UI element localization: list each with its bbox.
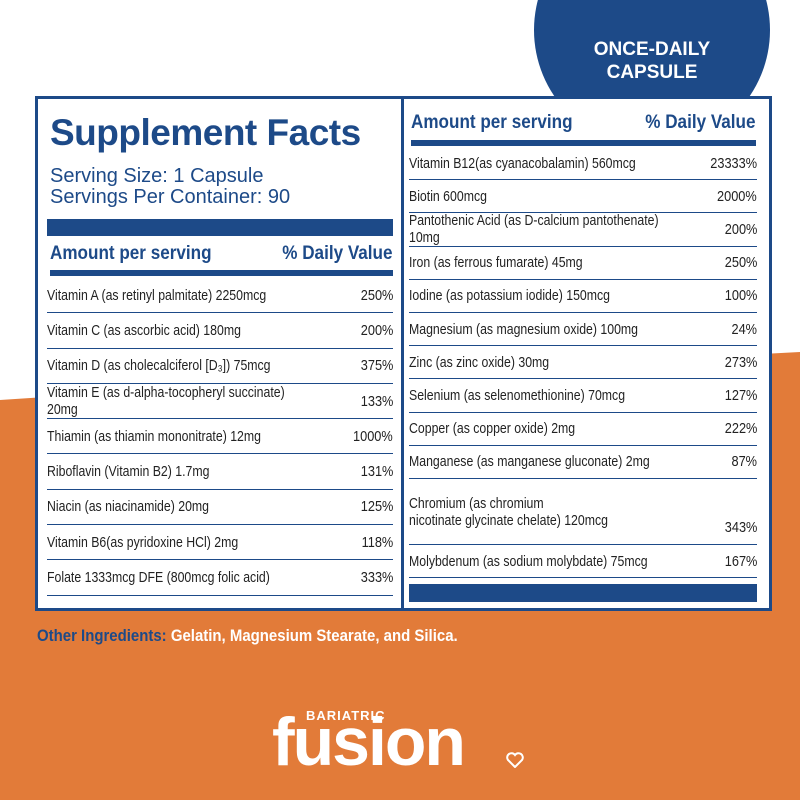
daily-value: 167% (724, 552, 757, 570)
nutrient-name: Biotin 600mcg (409, 187, 487, 205)
daily-value: 343% (724, 519, 757, 537)
nutrient-row: Pantothenic Acid (as D-calcium pantothen… (409, 212, 757, 247)
nutrient-row: Niacin (as niacinamide) 20mg 125% (47, 490, 393, 526)
other-ingredients-text: Gelatin, Magnesium Stearate, and Silica. (170, 626, 458, 645)
badge: ONCE-DAILY CAPSULE (560, 38, 744, 84)
nutrient-row: Riboflavin (Vitamin B2) 1.7mg 131% (47, 454, 393, 490)
nutrient-row: Molybdenum (as sodium molybdate) 75mcg 16… (409, 545, 757, 579)
nutrient-name: Molybdenum (as sodium molybdate) 75mcg (409, 552, 648, 570)
nutrient-row: Vitamin A (as retinyl palmitate) 2250mcg… (47, 278, 393, 314)
nutrient-row: Folate 1333mcg DFE (800mcg folic acid) 33… (47, 560, 393, 596)
daily-value: 222% (724, 420, 757, 438)
daily-value: 24% (731, 320, 757, 338)
daily-value: 23333% (710, 154, 757, 172)
nutrient-table: Vitamin B12(as cyanacobalamin) 560mcg 233… (409, 147, 757, 579)
nutrient-row: Biotin 600mcg 2000% (409, 180, 757, 214)
daily-value: 250% (360, 286, 393, 304)
nutrient-name: Vitamin C (as ascorbic acid) 180mg (47, 321, 241, 339)
nutrient-name: Folate 1333mcg DFE (800mcg folic acid) (47, 569, 270, 587)
header-cell: % Daily Value (645, 112, 756, 133)
serving-size: Serving Size: 1 Capsule (50, 165, 264, 187)
nutrient-name: Niacin (as niacinamide) 20mg (47, 498, 210, 516)
daily-value: 131% (360, 463, 393, 481)
nutrient-row: Manganese (as manganese gluconate) 2mg 87… (409, 446, 757, 479)
daily-value: 2000% (717, 187, 757, 205)
daily-value: 100% (724, 287, 757, 305)
nutrient-name: Selenium (as selenomethionine) 70mcg (409, 386, 626, 404)
daily-value: 273% (724, 353, 757, 371)
servings-per-container: Servings Per Container: 90 (50, 186, 291, 208)
nutrient-row: Vitamin D (as cholecalciferol [D₃]) 75mc… (47, 349, 393, 384)
daily-value: 125% (360, 498, 393, 516)
nutrient-row: Selenium (as selenomethionine) 70mcg 127% (409, 379, 757, 413)
nutrient-name: Thiamin (as thiamin mononitrate) 12mg (47, 427, 261, 445)
bar (409, 584, 757, 602)
daily-value: 118% (361, 533, 393, 551)
nutrient-row: Zinc (as zinc oxide) 30mg 273% (409, 346, 757, 380)
nutrient-name: Vitamin D (as cholecalciferol [D₃]) 75mc… (47, 357, 271, 375)
nutrient-name: Riboflavin (Vitamin B2) 1.7mg (47, 463, 210, 481)
logo-heart (506, 752, 524, 768)
nutrient-row: Vitamin B6(as pyridoxine HCl) 2mg 118% (47, 525, 393, 561)
daily-value: 87% (731, 453, 757, 471)
nutrient-row: Magnesium (as magnesium oxide) 100mg 24% (409, 313, 757, 347)
nutrient-row: Thiamin (as thiamin mononitrate) 12mg 100… (47, 419, 393, 455)
daily-value: 333% (360, 569, 393, 587)
daily-value: 1000% (353, 427, 393, 445)
daily-value: 127% (724, 386, 757, 404)
serving-info: Serving Size: 1 Capsule Servings Per Con… (50, 166, 290, 208)
nutrient-name: Magnesium (as magnesium oxide) 100mg (409, 320, 639, 338)
header-cell: Amount per serving (50, 243, 212, 264)
other-ingredients: Other Ingredients: Gelatin, Magnesium St… (37, 626, 458, 646)
nutrient-table: Vitamin A (as retinyl palmitate) 2250mcg… (47, 278, 393, 596)
bar (47, 219, 393, 236)
logo-name: fusion (272, 704, 466, 780)
nutrient-name: Vitamin B6(as pyridoxine HCl) 2mg (47, 533, 239, 551)
header-cell: Amount per serving (411, 112, 573, 133)
nutrient-row: Copper (as copper oxide) 2mg 222% (409, 413, 757, 446)
daily-value: 250% (724, 254, 757, 272)
nutrient-row: Iron (as ferrous fumarate) 45mg 250% (409, 247, 757, 280)
nutrient-row: Iodine (as potassium iodide) 150mcg 100% (409, 280, 757, 313)
badge-line: ONCE-DAILY (593, 39, 711, 60)
other-ingredients-label: Other Ingredients: (37, 626, 167, 645)
nutrient-row: Vitamin B12(as cyanacobalamin) 560mcg 233… (409, 147, 757, 181)
nutrient-name: Vitamin B12(as cyanacobalamin) 560mcg (409, 154, 636, 172)
facts-title: Supplement Facts (50, 112, 361, 153)
table-header: Amount per serving % Daily Value (50, 238, 393, 276)
nutrient-name: Pantothenic Acid (as D-calcium pantothen… (409, 212, 659, 247)
header-cell: % Daily Value (282, 243, 393, 264)
nutrient-name: Chromium (as chromium nicotinate glycina… (409, 494, 608, 529)
nutrient-name: Manganese (as manganese gluconate) 2mg (409, 453, 650, 471)
daily-value: 133% (360, 392, 393, 410)
heart (506, 752, 524, 768)
logo-tagline: BARIATRIC (306, 708, 386, 723)
nutrient-row: Vitamin E (as d-alpha-tocopheryl succina… (47, 384, 393, 420)
nutrient-row: Vitamin C (as ascorbic acid) 180mg 200% (47, 313, 393, 349)
nutrient-name: Iodine (as potassium iodide) 150mcg (409, 287, 611, 305)
daily-value: 200% (724, 220, 757, 238)
daily-value: 200% (360, 321, 393, 339)
nutrient-name: Vitamin E (as d-alpha-tocopheryl succina… (47, 384, 285, 419)
badge-line: CAPSULE (606, 62, 698, 83)
table-header: Amount per serving % Daily Value (411, 106, 756, 146)
nutrient-name: Copper (as copper oxide) 2mg (409, 420, 576, 438)
nutrient-row: Chromium (as chromium nicotinate glycina… (409, 479, 757, 546)
divider (401, 96, 404, 611)
nutrient-name: Zinc (as zinc oxide) 30mg (409, 353, 550, 371)
nutrient-name: Vitamin A (as retinyl palmitate) 2250mcg (47, 286, 267, 304)
nutrient-name: Iron (as ferrous fumarate) 45mg (409, 254, 583, 272)
daily-value: 375% (360, 357, 393, 375)
